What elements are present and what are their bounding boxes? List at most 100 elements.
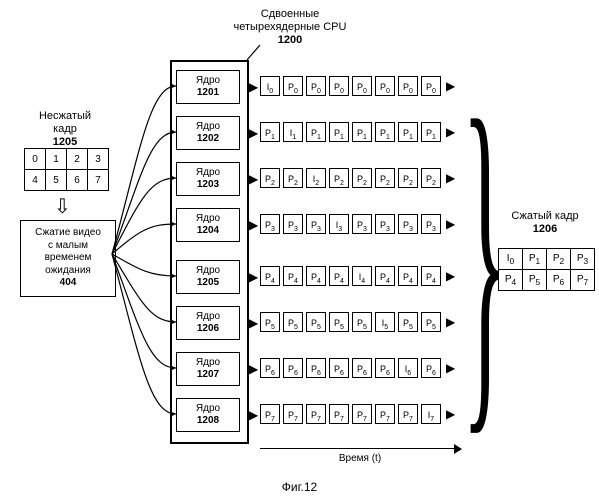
frame-cell: I0 <box>260 76 280 96</box>
arrow-right-icon: ▶ <box>446 171 455 185</box>
compress-l1: Сжатие видео <box>35 227 101 238</box>
ucell: 3 <box>88 149 109 170</box>
cpu-title-num: 1200 <box>278 34 302 46</box>
uncompressed-l2: кадр <box>53 123 77 135</box>
stream-1: P1I1P1P1P1P1P1P1▶ <box>260 122 455 142</box>
compress-box: Сжатие видео с малым временем ожидания 4… <box>20 220 116 297</box>
core-1: Ядро1202 <box>176 116 240 150</box>
core-4: Ядро1205 <box>176 260 240 294</box>
compressed-grid: I0P1P2P3 P4P5P6P7 <box>498 248 595 291</box>
ucell: 5 <box>46 170 67 191</box>
frame-cell: P5 <box>283 312 303 332</box>
core-label: Ядро <box>177 75 239 87</box>
core-label: Ядро <box>177 213 239 225</box>
ucell: 4 <box>25 170 46 191</box>
core-label: Ядро <box>177 403 239 415</box>
frame-cell: P3 <box>352 214 372 234</box>
frame-cell: P7 <box>306 404 326 424</box>
frame-cell: P4 <box>329 266 349 286</box>
cpu-title: Сдвоенные четырехядерные CPU 1200 <box>200 8 380 48</box>
arrow-right-icon: ▶ <box>446 407 455 421</box>
compressed-label: Сжатый кадр 1206 <box>500 210 590 236</box>
core-num: 1207 <box>177 369 239 381</box>
uncompressed-num: 1205 <box>53 136 77 148</box>
frame-cell: P0 <box>352 76 372 96</box>
core-3: Ядро1204 <box>176 208 240 242</box>
frame-cell: P4 <box>260 266 280 286</box>
uncompressed-grid: 0 1 2 3 4 5 6 7 <box>24 148 109 191</box>
frame-cell: I1 <box>283 122 303 142</box>
ccell: P6 <box>547 270 571 291</box>
compressed-num: 1206 <box>533 223 557 235</box>
ccell: P7 <box>571 270 595 291</box>
frame-cell: P5 <box>352 312 372 332</box>
core-label: Ядро <box>177 167 239 179</box>
core-num: 1205 <box>177 277 239 289</box>
uncompressed-l1: Несжатый <box>39 110 91 122</box>
frame-cell: P3 <box>398 214 418 234</box>
frame-cell: P7 <box>329 404 349 424</box>
frame-cell: P0 <box>375 76 395 96</box>
ccell: P2 <box>547 249 571 270</box>
cpu-title-l2: четырехядерные CPU <box>234 21 347 33</box>
stream-3: P3P3P3I3P3P3P3P3▶ <box>260 214 455 234</box>
frame-cell: P5 <box>260 312 280 332</box>
frame-cell: P6 <box>283 358 303 378</box>
ucell: 1 <box>46 149 67 170</box>
arrow-right-icon: ▶ <box>249 172 258 186</box>
frame-cell: P4 <box>306 266 326 286</box>
core-num: 1203 <box>177 179 239 191</box>
frame-cell: P6 <box>260 358 280 378</box>
compressed-l1: Сжатый кадр <box>511 210 578 222</box>
ucell: 0 <box>25 149 46 170</box>
core-num: 1206 <box>177 323 239 335</box>
core-label: Ядро <box>177 265 239 277</box>
core-label: Ядро <box>177 121 239 133</box>
frame-cell: P0 <box>421 76 441 96</box>
frame-cell: P6 <box>421 358 441 378</box>
frame-cell: I4 <box>352 266 372 286</box>
frame-cell: P7 <box>398 404 418 424</box>
core-5: Ядро1206 <box>176 306 240 340</box>
frame-cell: P3 <box>375 214 395 234</box>
frame-cell: P0 <box>306 76 326 96</box>
time-axis-line <box>260 448 460 449</box>
stream-2: P2P2I2P2P2P2P2P2▶ <box>260 168 455 188</box>
frame-cell: P6 <box>375 358 395 378</box>
stream-7: P7P7P7P7P7P7P7I7▶ <box>260 404 455 424</box>
stream-4: P4P4P4P4I4P4P4P4▶ <box>260 266 455 286</box>
frame-cell: P3 <box>306 214 326 234</box>
core-num: 1204 <box>177 225 239 237</box>
compress-l3: временем <box>45 252 92 263</box>
frame-cell: P7 <box>352 404 372 424</box>
cpu-title-l1: Сдвоенные <box>261 8 320 20</box>
frame-cell: P5 <box>421 312 441 332</box>
frame-cell: P1 <box>375 122 395 142</box>
arrow-right-icon: ▶ <box>249 126 258 140</box>
frame-cell: I6 <box>398 358 418 378</box>
frame-cell: P1 <box>352 122 372 142</box>
frame-cell: I7 <box>421 404 441 424</box>
arrow-right-icon: ▶ <box>446 125 455 139</box>
frame-cell: P4 <box>421 266 441 286</box>
ccell: I0 <box>499 249 523 270</box>
core-6: Ядро1207 <box>176 352 240 386</box>
arrow-right-icon: ▶ <box>249 408 258 422</box>
arrow-right-icon: ▶ <box>446 79 455 93</box>
arrow-right-icon: ▶ <box>446 361 455 375</box>
time-axis: Время (t) <box>260 448 460 464</box>
uncompressed-label: Несжатый кадр 1205 <box>20 110 110 150</box>
frame-cell: P2 <box>421 168 441 188</box>
frame-cell: P4 <box>398 266 418 286</box>
frame-cell: P6 <box>329 358 349 378</box>
stream-0: I0P0P0P0P0P0P0P0▶ <box>260 76 455 96</box>
stream-6: P6P6P6P6P6P6I6P6▶ <box>260 358 455 378</box>
frame-cell: P3 <box>283 214 303 234</box>
core-num: 1208 <box>177 415 239 427</box>
frame-cell: P4 <box>375 266 395 286</box>
core-label: Ядро <box>177 357 239 369</box>
frame-cell: P4 <box>283 266 303 286</box>
frame-cell: I5 <box>375 312 395 332</box>
arrow-right-icon: ▶ <box>249 316 258 330</box>
frame-cell: P1 <box>398 122 418 142</box>
